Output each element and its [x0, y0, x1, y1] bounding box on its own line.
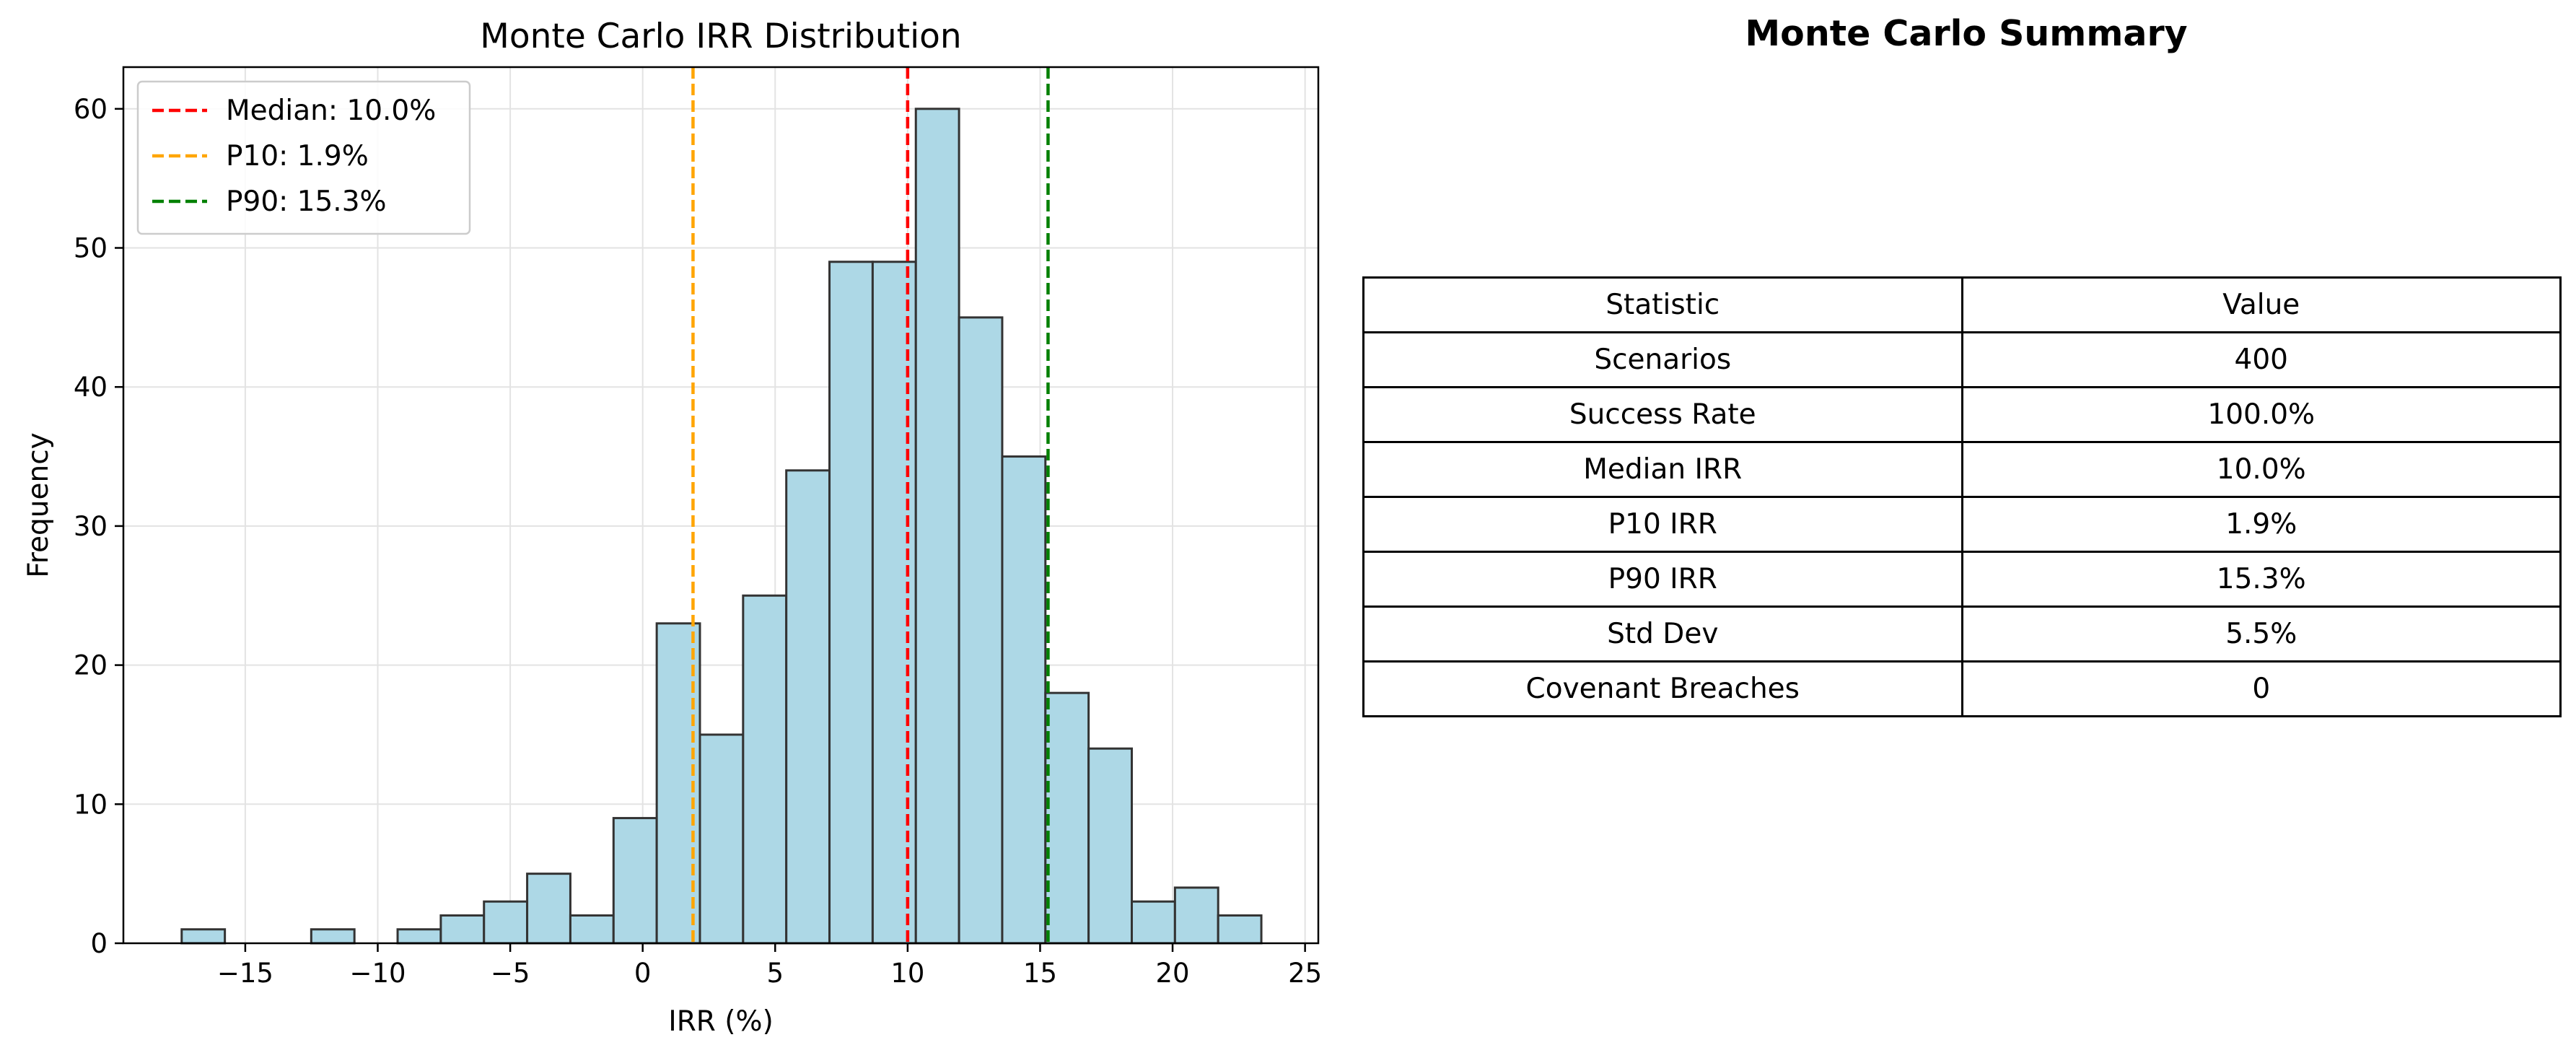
x-tick-label: −10 — [349, 958, 406, 989]
y-tick-label: 60 — [74, 94, 108, 125]
table-row: Std Dev 5.5% — [1362, 605, 2562, 663]
table-row: P90 IRR 15.3% — [1362, 551, 2562, 608]
y-tick-label: 20 — [74, 650, 108, 681]
table-header-row: Statistic Value — [1362, 276, 2562, 333]
legend-label: Median: 10.0% — [226, 95, 436, 127]
histogram-bar — [1001, 455, 1047, 945]
y-tick-label: 10 — [74, 789, 108, 820]
value-cell: Value — [1961, 276, 2562, 333]
histogram-bar — [1087, 747, 1134, 945]
x-tick-label: 25 — [1288, 958, 1322, 989]
ticks-layer: −15 −10 −5 0 5 10 15 20 25 0 10 20 30 40 50 60 — [74, 94, 1322, 989]
value-cell: 15.3% — [1961, 551, 2562, 608]
histogram-bar — [785, 469, 831, 945]
histogram-bar — [310, 928, 356, 945]
statistic-cell: Covenant Breaches — [1362, 660, 1963, 717]
x-axis-label: IRR (%) — [668, 1005, 774, 1038]
histogram-bar — [698, 733, 745, 945]
legend-label: P90: 15.3% — [226, 185, 387, 218]
summary-table: Statistic Value Scenarios 400 Success Rate 10… — [1362, 276, 2562, 717]
histogram-bar — [180, 928, 227, 945]
statistic-cell: Success Rate — [1362, 386, 1963, 443]
histogram-bar — [871, 261, 917, 945]
x-tick-label: 0 — [634, 958, 652, 989]
histogram-bar — [1044, 691, 1090, 945]
value-cell: 5.5% — [1961, 605, 2562, 663]
histogram-bar — [1217, 914, 1263, 945]
statistic-cell: Scenarios — [1362, 331, 1963, 388]
y-tick-label: 30 — [74, 511, 108, 542]
histogram-bar — [483, 900, 529, 945]
histogram-bar — [569, 914, 615, 945]
value-cell: 0 — [1961, 660, 2562, 717]
value-cell: 1.9% — [1961, 496, 2562, 553]
statistic-cell: P10 IRR — [1362, 496, 1963, 553]
value-cell: 400 — [1961, 331, 2562, 388]
table-row: Success Rate 100.0% — [1362, 386, 2562, 443]
chart-title: Monte Carlo IRR Distribution — [480, 17, 961, 56]
y-axis-label: Frequency — [22, 432, 55, 577]
bars-layer — [180, 108, 1263, 945]
reference-lines-layer — [691, 67, 1050, 943]
x-tick-label: 20 — [1156, 958, 1190, 989]
statistic-cell: Statistic — [1362, 276, 1963, 333]
table-row: Median IRR 10.0% — [1362, 441, 2562, 498]
legend-label: P10: 1.9% — [226, 140, 369, 172]
histogram-bar — [439, 914, 486, 945]
histogram-bar — [1173, 886, 1219, 945]
histogram-bar — [828, 261, 874, 945]
histogram-bar — [612, 817, 658, 945]
histogram-bar — [526, 873, 571, 945]
histogram-bar — [914, 108, 960, 945]
value-cell: 100.0% — [1961, 386, 2562, 443]
statistic-cell: Median IRR — [1362, 441, 1963, 498]
histogram-bar — [396, 928, 442, 945]
legend: Median: 10.0% P10: 1.9% P90: 15.3% — [136, 80, 471, 235]
legend-box — [136, 80, 471, 235]
plot-area-frame — [122, 66, 1320, 945]
histogram-bar — [742, 594, 788, 945]
table-row: P10 IRR 1.9% — [1362, 496, 2562, 553]
y-tick-label: 50 — [74, 233, 108, 264]
x-tick-label: −5 — [491, 958, 530, 989]
table-row: Covenant Breaches 0 — [1362, 660, 2562, 717]
summary-title: Monte Carlo Summary — [1745, 13, 2188, 54]
statistic-cell: Std Dev — [1362, 605, 1963, 663]
value-cell: 10.0% — [1961, 441, 2562, 498]
statistic-cell: P90 IRR — [1362, 551, 1963, 608]
x-tick-label: 5 — [766, 958, 784, 989]
y-tick-label: 0 — [90, 928, 108, 959]
x-tick-label: 10 — [890, 958, 924, 989]
x-tick-label: −15 — [217, 958, 273, 989]
y-tick-label: 40 — [74, 372, 108, 403]
table-row: Scenarios 400 — [1362, 331, 2562, 388]
x-tick-label: 15 — [1023, 958, 1057, 989]
histogram-bar — [1131, 900, 1176, 945]
histogram-bar — [958, 316, 1004, 945]
